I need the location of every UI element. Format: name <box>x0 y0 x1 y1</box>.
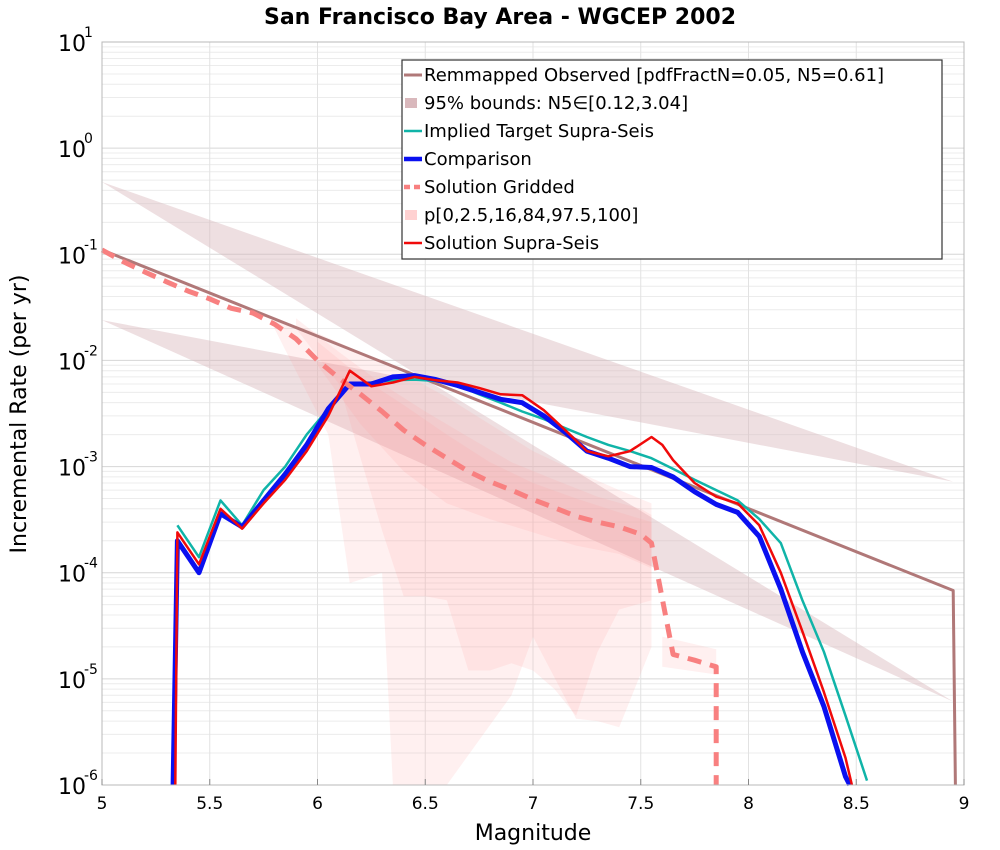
x-axis-ticks: 5 5.5 6 6.5 7 7.5 8 8.5 9 <box>97 779 970 814</box>
legend-label: Remmapped Observed [pdfFractN=0.05, N5=0… <box>424 65 884 86</box>
y-tick-exponent: -6 <box>84 768 98 784</box>
x-tick-label: 7 <box>528 794 539 814</box>
y-tick-label: 10-3 <box>58 450 98 482</box>
y-tick-label: 100 <box>58 131 93 163</box>
series-line-6 <box>174 369 854 786</box>
x-tick-label: 7.5 <box>627 794 654 814</box>
y-tick-exponent: 0 <box>84 131 93 147</box>
series-line-3 <box>170 373 853 787</box>
y-tick-label: 10-6 <box>58 768 98 800</box>
y-tick-label: 10-1 <box>58 237 98 269</box>
data-lines <box>100 247 957 787</box>
y-tick-base: 10 <box>58 563 86 588</box>
x-tick-label: 9 <box>959 794 970 814</box>
legend-label: Implied Target Supra-Seis <box>424 121 654 142</box>
y-tick-label: 10-2 <box>58 343 98 375</box>
x-tick-label: 5 <box>97 794 108 814</box>
x-tick-label: 6.5 <box>412 794 439 814</box>
legend-label: Solution Gridded <box>424 177 575 198</box>
x-tick-label: 5.5 <box>196 794 223 814</box>
legend-label: p[0,2.5,16,84,97.5,100] <box>424 205 638 226</box>
y-tick-label: 101 <box>58 25 93 57</box>
y-tick-base: 10 <box>58 669 86 694</box>
y-tick-base: 10 <box>58 244 86 269</box>
series-line-2 <box>176 378 869 781</box>
legend-box <box>401 59 943 260</box>
legend-swatch <box>405 210 417 220</box>
legend: Remmapped Observed [pdfFractN=0.05, N5=0… <box>401 59 943 260</box>
y-tick-label: 10-4 <box>58 556 98 588</box>
y-tick-base: 10 <box>58 775 86 800</box>
x-tick-label: 6 <box>312 794 323 814</box>
series-line-0 <box>101 248 957 786</box>
y-tick-base: 10 <box>58 32 86 57</box>
y-tick-label: 10-5 <box>58 662 98 694</box>
legend-entries: Remmapped Observed [pdfFractN=0.05, N5=0… <box>404 65 884 254</box>
series-band-5 <box>662 636 717 675</box>
legend-label: Comparison <box>424 149 532 170</box>
y-tick-exponent: -2 <box>84 343 98 359</box>
x-axis-label: Magnitude <box>475 821 592 846</box>
y-tick-exponent: -5 <box>84 662 98 678</box>
series-band-1 <box>102 182 954 702</box>
chart-title: San Francisco Bay Area - WGCEP 2002 <box>264 5 736 30</box>
y-tick-base: 10 <box>58 457 86 482</box>
legend-swatch <box>405 98 417 108</box>
y-tick-exponent: -1 <box>84 237 98 253</box>
y-tick-exponent: -4 <box>84 556 98 572</box>
y-tick-exponent: -3 <box>84 450 98 466</box>
series-band-5 <box>296 318 652 716</box>
y-tick-base: 10 <box>58 138 86 163</box>
legend-label: 95% bounds: N5∈[0.12,3.04] <box>424 93 688 114</box>
x-tick-label: 8 <box>743 794 754 814</box>
series-band-5 <box>274 318 652 785</box>
x-tick-label: 8.5 <box>843 794 870 814</box>
y-tick-base: 10 <box>58 350 86 375</box>
legend-label: Solution Supra-Seis <box>424 233 599 254</box>
y-axis-label: Incremental Rate (per yr) <box>7 275 32 554</box>
series-line-4 <box>100 247 719 785</box>
y-tick-exponent: 1 <box>84 25 93 41</box>
